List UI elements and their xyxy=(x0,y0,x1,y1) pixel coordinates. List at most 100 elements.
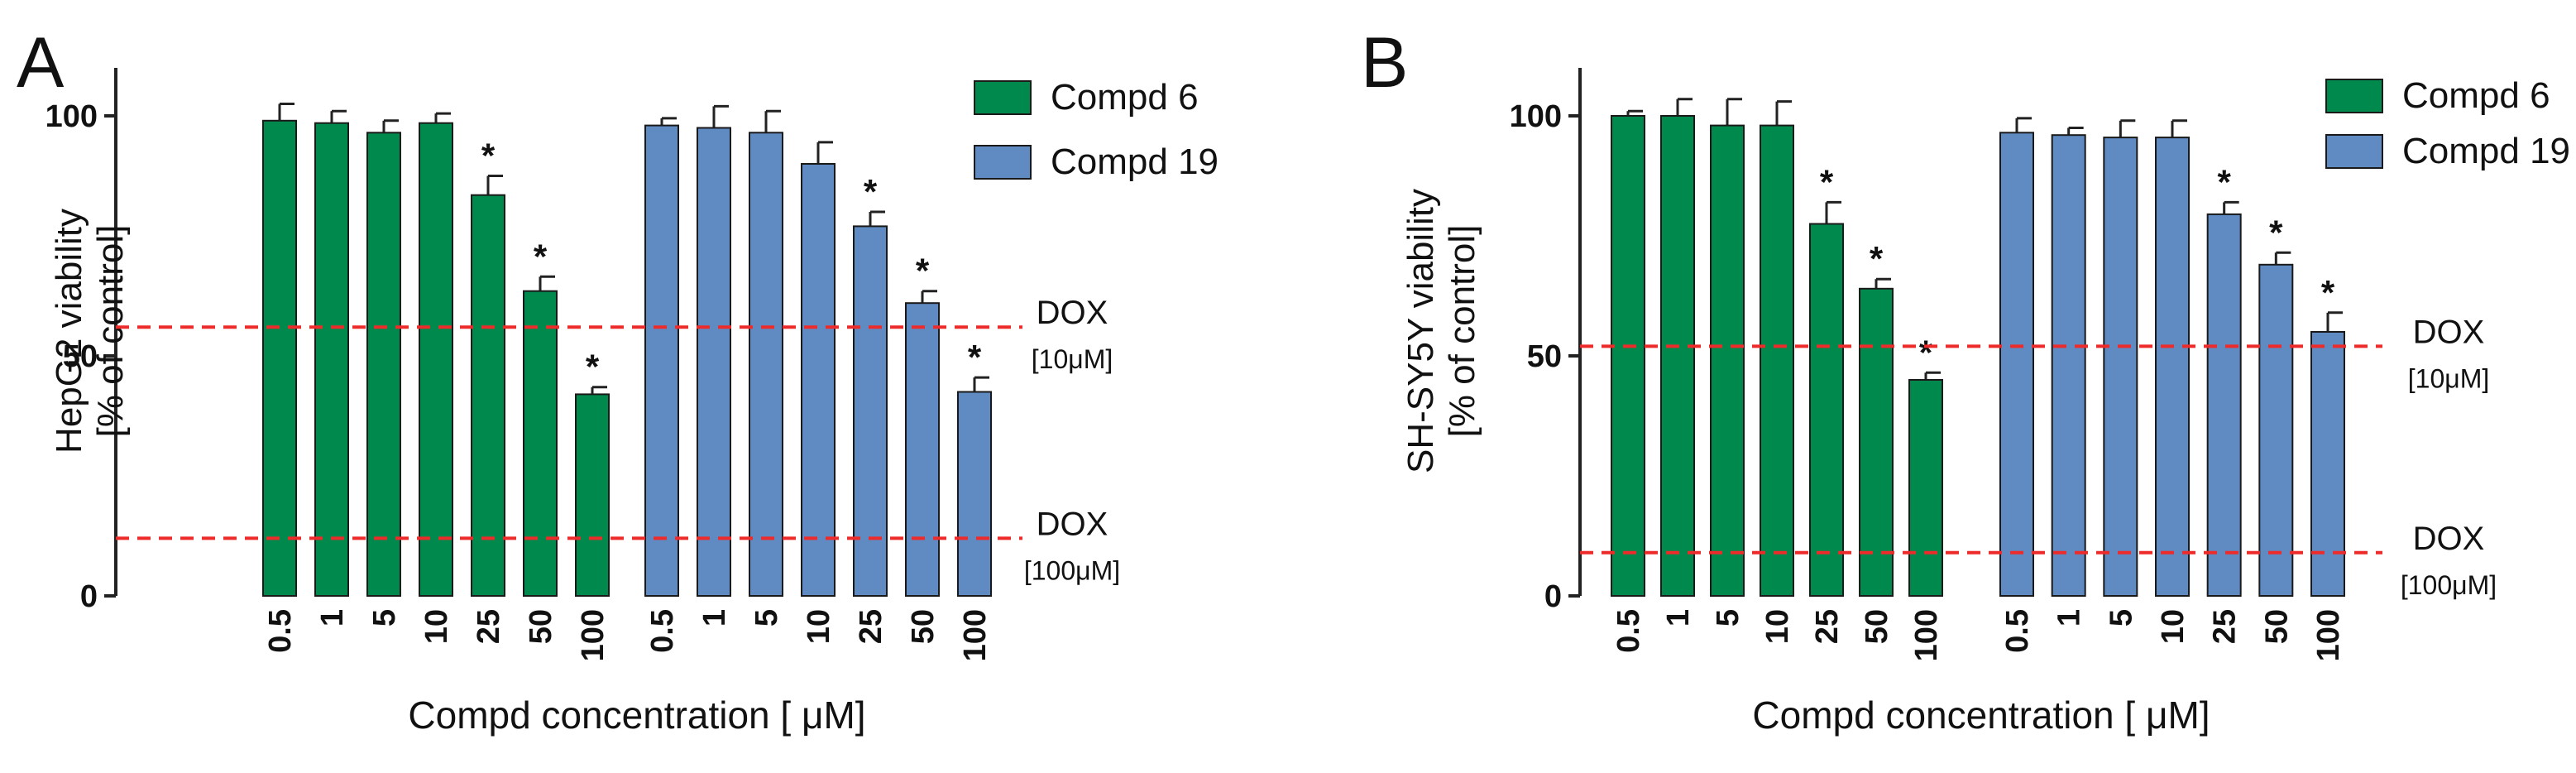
dox-label: DOX xyxy=(1037,295,1108,331)
significance-marker: * xyxy=(586,348,600,386)
y-tick-label: 100 xyxy=(1510,99,1562,134)
legend-label: Compd 19 xyxy=(1051,142,1219,182)
dox-concentration-label: [100μM] xyxy=(1024,555,1120,585)
x-tick-label: 1 xyxy=(2052,609,2087,627)
y-axis-label-2: [% of control] xyxy=(90,225,131,438)
significance-marker: * xyxy=(2321,273,2335,312)
bar-compd19 xyxy=(2051,134,2086,597)
panel-letter: B xyxy=(1361,23,1408,103)
dox-concentration-label: [10μM] xyxy=(2408,363,2489,393)
legend-swatch-compd6 xyxy=(2325,79,2383,113)
legend-label: Compd 6 xyxy=(1051,77,1199,118)
significance-marker: * xyxy=(1919,333,1933,372)
x-tick-label: 10 xyxy=(2156,609,2191,644)
y-tick-label: 100 xyxy=(45,99,98,134)
dox-concentration-label: [10μM] xyxy=(1032,344,1113,374)
x-tick-label: 5 xyxy=(1711,609,1745,627)
bar-compd6 xyxy=(471,194,505,597)
x-tick-label: 1 xyxy=(1661,609,1696,627)
significance-marker: * xyxy=(916,252,930,290)
bar-compd19 xyxy=(644,124,679,598)
bar-compd6 xyxy=(419,122,453,597)
x-tick-label: 100 xyxy=(2311,609,2346,661)
x-tick-label: 5 xyxy=(2104,609,2138,627)
bar-compd19 xyxy=(2258,263,2294,597)
bar-compd19 xyxy=(957,391,992,597)
x-tick-label: 50 xyxy=(2259,609,2294,644)
bar-compd6 xyxy=(1760,124,1794,598)
bar-compd6 xyxy=(1809,223,1844,597)
significance-marker: * xyxy=(864,172,878,211)
y-axis-label: SH-SY5Y viability xyxy=(1401,189,1441,473)
y-tick-label: 50 xyxy=(1527,339,1562,374)
x-tick-label: 0.5 xyxy=(2000,609,2035,653)
bar-compd19 xyxy=(801,163,836,597)
x-tick-label: 25 xyxy=(1810,609,1845,644)
bar-compd19 xyxy=(2155,137,2190,598)
x-tick-label: 25 xyxy=(2208,609,2243,644)
x-tick-label: 10 xyxy=(1760,609,1795,644)
y-tick-label: 50 xyxy=(63,339,98,374)
bar-compd6 xyxy=(1908,379,1943,597)
significance-marker: * xyxy=(1820,162,1834,201)
bar-compd19 xyxy=(1999,132,2034,598)
bar-compd19 xyxy=(2206,213,2242,597)
x-tick-label: 50 xyxy=(1860,609,1894,644)
x-tick-label: 1 xyxy=(315,609,350,627)
legend-swatch-compd6 xyxy=(974,80,1032,115)
bar-compd19 xyxy=(2310,331,2345,597)
bar-compd6 xyxy=(523,290,558,597)
x-tick-label: 100 xyxy=(1909,609,1944,661)
x-tick-label: 5 xyxy=(749,609,784,627)
x-tick-label: 0.5 xyxy=(645,609,680,653)
x-tick-label: 0.5 xyxy=(1611,609,1646,653)
x-tick-label: 100 xyxy=(958,609,993,661)
x-tick-label: 10 xyxy=(419,609,454,644)
bar-compd6 xyxy=(575,393,610,597)
y-axis-label-2: [% of control] xyxy=(1442,225,1482,438)
x-tick-label: 25 xyxy=(472,609,506,644)
legend-swatch-compd19 xyxy=(2325,134,2383,169)
bar-compd19 xyxy=(905,302,940,597)
legend-label: Compd 6 xyxy=(2402,75,2550,116)
x-tick-label: 1 xyxy=(697,609,732,627)
x-axis-label: Compd concentration [ μM] xyxy=(408,694,865,737)
significance-marker: * xyxy=(534,237,548,276)
significance-marker: * xyxy=(1870,239,1884,278)
legend-label: Compd 19 xyxy=(2402,131,2570,171)
x-tick-label: 0.5 xyxy=(263,609,298,653)
x-tick-label: 50 xyxy=(524,609,558,644)
y-tick-label: 0 xyxy=(80,579,98,614)
x-tick-label: 100 xyxy=(576,609,610,661)
bar-compd19 xyxy=(697,127,731,597)
x-tick-label: 25 xyxy=(854,609,888,644)
legend-swatch-compd19 xyxy=(974,145,1032,180)
x-tick-label: 50 xyxy=(906,609,941,644)
dox-concentration-label: [100μM] xyxy=(2401,570,2497,600)
bar-compd19 xyxy=(749,132,783,598)
y-axis-label: HepG2 viability xyxy=(49,209,89,454)
significance-marker: * xyxy=(481,137,496,175)
bar-compd6 xyxy=(1611,115,1645,597)
bar-compd6 xyxy=(1710,124,1745,598)
significance-marker: * xyxy=(2217,162,2231,201)
dox-label: DOX xyxy=(1037,506,1108,542)
y-tick-label: 0 xyxy=(1544,579,1562,614)
x-tick-label: 5 xyxy=(367,609,402,627)
bar-compd6 xyxy=(1660,115,1695,597)
panel-letter: A xyxy=(17,23,65,103)
bar-compd19 xyxy=(853,225,888,597)
bar-compd19 xyxy=(2103,137,2138,598)
significance-marker: * xyxy=(968,338,982,377)
bar-compd6 xyxy=(366,132,401,598)
dox-label: DOX xyxy=(2413,314,2485,350)
dox-label: DOX xyxy=(2413,521,2485,557)
x-tick-label: 10 xyxy=(802,609,836,644)
bar-compd6 xyxy=(314,122,349,597)
bar-compd6 xyxy=(262,119,297,598)
x-axis-label: Compd concentration [ μM] xyxy=(1752,694,2210,737)
significance-marker: * xyxy=(2269,213,2283,252)
bar-compd6 xyxy=(1859,287,1894,597)
